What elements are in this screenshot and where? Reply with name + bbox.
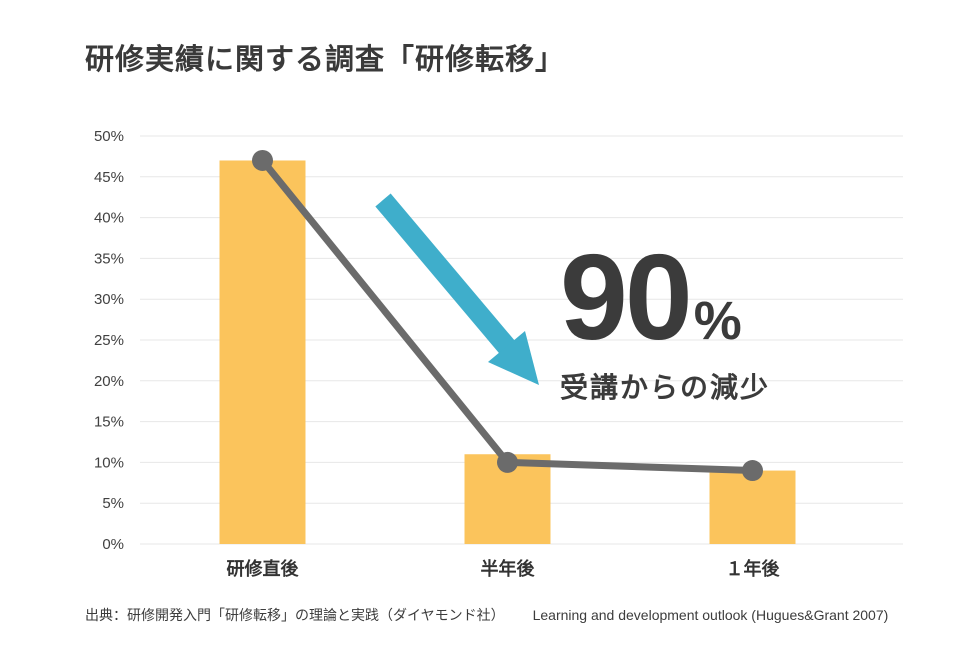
source-footer: 出典：研修開発入門「研修転移」の理論と実践（ダイヤモンド社） Learning a… — [85, 605, 945, 625]
data-point — [497, 451, 518, 473]
y-axis-label: 25% — [94, 332, 124, 349]
y-axis-label: 0% — [102, 536, 124, 553]
y-axis-label: 20% — [94, 373, 124, 390]
big-percent-number: 90 — [560, 229, 693, 365]
percent-sign: % — [693, 291, 742, 351]
big-percent-line: 90% — [560, 236, 770, 358]
y-axis-label: 10% — [94, 454, 124, 471]
y-axis-label: 30% — [94, 291, 124, 308]
x-axis-label: 研修直後 — [227, 558, 300, 579]
decrease-arrow-shaft — [375, 193, 515, 354]
decrease-arrow-icon — [375, 193, 539, 385]
decrease-arrow-head — [488, 331, 539, 385]
x-axis-label: １年後 — [726, 558, 781, 579]
y-axis-label: 15% — [94, 414, 124, 431]
bar — [709, 470, 796, 544]
y-axis-label: 50% — [94, 128, 124, 145]
y-axis-label: 35% — [94, 250, 124, 267]
source-text-en: Learning and development outlook (Hugues… — [532, 607, 889, 623]
decrease-annotation: 90% 受講からの減少 — [560, 236, 770, 406]
bar — [219, 160, 306, 545]
data-point — [742, 460, 763, 482]
y-axis-label: 5% — [102, 495, 124, 512]
y-axis-label: 40% — [94, 210, 124, 227]
page-title: 研修実績に関する調査「研修転移」 — [85, 44, 566, 76]
annotation-caption: 受講からの減少 — [560, 372, 771, 403]
source-text-jp: 出典：研修開発入門「研修転移」の理論と実践（ダイヤモンド社） — [85, 607, 505, 623]
data-point — [252, 149, 273, 171]
x-axis-label: 半年後 — [481, 558, 536, 579]
y-axis-label: 45% — [94, 169, 124, 186]
